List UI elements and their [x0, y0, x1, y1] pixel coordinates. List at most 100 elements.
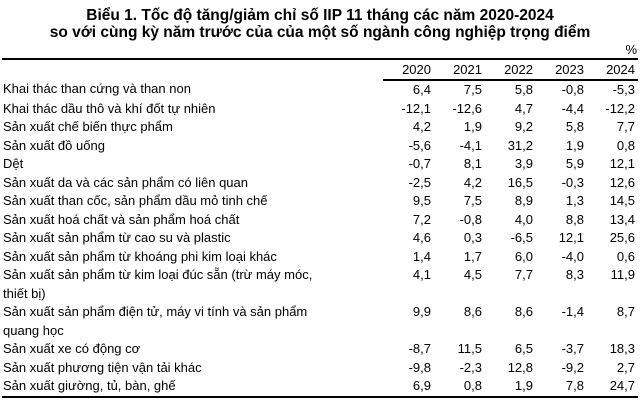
- cell-2024: 25,6: [609, 230, 635, 245]
- cell-2020: -8,7: [408, 341, 431, 356]
- table-row: Sản xuất sản phẩm từ cao su và plastic 4,…: [2, 229, 638, 248]
- table-row: Sản xuất chế biến thực phẩm 4,2 1,9 9,2 5,8 7…: [2, 118, 638, 137]
- cell-2022: 9,2: [514, 119, 533, 134]
- cell-2021: -0,8: [459, 211, 482, 227]
- cell-2024: 8,7: [616, 304, 635, 319]
- row-label: Sản xuất sản phẩm từ kim loại đúc sẵn (t…: [3, 267, 313, 301]
- cell-2022: 4,0: [514, 211, 533, 227]
- unit-label: %: [625, 42, 637, 57]
- cell-2023: 12,1: [558, 230, 584, 245]
- cell-2021: 1,9: [463, 119, 482, 134]
- cell-2020: 4,1: [412, 267, 431, 282]
- cell-2023: 1,3: [565, 193, 584, 208]
- row-label: Khai thác dầu thô và khí đốt tự nhiên: [3, 100, 216, 116]
- cell-2024: 11,9: [610, 267, 635, 282]
- cell-2021: -12,6: [452, 100, 482, 116]
- cell-2023: -9,2: [561, 359, 584, 375]
- cell-2023: -4,0: [561, 248, 584, 264]
- cell-2020: 4,6: [412, 230, 431, 245]
- cell-2021: 7,5: [463, 82, 482, 97]
- table-row: Sản xuất hoá chất và sản phẩm hoá chất 7,…: [2, 211, 638, 230]
- table-row: Sản xuất sản phẩm từ kim loại đúc sẵn (t…: [2, 266, 638, 303]
- row-label: Sản xuất phương tiện vận tải khác: [3, 359, 202, 375]
- row-label: Sản xuất đồ uống: [3, 137, 105, 153]
- cell-2020: 9,5: [412, 193, 431, 208]
- row-label: Sản xuất chế biến thực phẩm: [3, 119, 173, 134]
- cell-2023: 7,8: [565, 378, 584, 393]
- report-page: Biểu 1. Tốc độ tăng/giảm chỉ số IIP 11 t…: [0, 0, 640, 398]
- cell-2024: 0,8: [616, 137, 635, 153]
- table-row: Dệt -0,7 8,1 3,9 5,9 12,1: [2, 155, 638, 174]
- row-label: Sản xuất da và các sản phẩm có liên quan: [3, 174, 248, 190]
- header-year-2020: 2020: [383, 59, 434, 81]
- row-label: Sản xuất hoá chất và sản phẩm hoá chất: [3, 211, 240, 227]
- cell-2021: 0,3: [463, 230, 482, 245]
- cell-2020: -12,1: [401, 100, 431, 116]
- cell-2020: -5,6: [408, 137, 431, 153]
- row-label: Sản xuất xe có động cơ: [3, 341, 141, 356]
- cell-2022: 8,6: [514, 304, 533, 319]
- cell-2024: 18,3: [609, 341, 635, 356]
- cell-2023: 1,9: [565, 137, 584, 153]
- cell-2023: -1,4: [561, 304, 584, 319]
- cell-2021: -4,1: [459, 137, 482, 153]
- header-year-2024: 2024: [587, 59, 638, 81]
- title-line-2: so với cùng kỳ năm trước của của một số …: [49, 23, 591, 41]
- cell-2020: -0,7: [408, 156, 431, 171]
- cell-2024: 2,7: [616, 359, 635, 375]
- header-year-2022: 2022: [485, 59, 536, 81]
- title-line-1: Biểu 1. Tốc độ tăng/giảm chỉ số IIP 11 t…: [86, 7, 554, 24]
- table-row: Sản xuất da và các sản phẩm có liên quan…: [2, 174, 638, 193]
- table-row: Sản xuất phương tiện vận tải khác -9,8 -2,…: [2, 359, 638, 378]
- table-row: Sản xuất sản phẩm từ khoáng phi kim loại…: [2, 248, 638, 267]
- cell-2020: 6,9: [412, 378, 431, 393]
- cell-2024: 14,5: [609, 193, 635, 208]
- cell-2021: 11,5: [457, 341, 482, 356]
- cell-2024: 0,6: [616, 248, 635, 264]
- table-row: Sản xuất sản phẩm điện tử, máy vi tính v…: [2, 303, 638, 340]
- row-label: Sản xuất than cốc, sản phẩm dầu mỏ tinh …: [3, 193, 268, 208]
- cell-2021: 7,5: [463, 193, 482, 208]
- table-row: Khai thác dầu thô và khí đốt tự nhiên -12…: [2, 100, 638, 119]
- cell-2022: 1,9: [514, 378, 533, 393]
- cell-2024: 12,6: [609, 174, 635, 190]
- cell-2020: 9,9: [412, 304, 431, 319]
- cell-2023: -0,8: [561, 82, 584, 97]
- cell-2020: -2,5: [408, 174, 431, 190]
- cell-2023: -4,4: [561, 100, 584, 116]
- cell-2023: 8,8: [565, 211, 584, 227]
- cell-2020: 1,4: [412, 248, 431, 264]
- cell-2024: 24,7: [609, 378, 635, 393]
- row-label: Dệt: [3, 156, 24, 171]
- cell-2022: 5,8: [514, 82, 533, 97]
- cell-2020: -9,8: [408, 359, 431, 375]
- cell-2024: 13,4: [609, 211, 635, 227]
- cell-2022: 16,5: [507, 174, 533, 190]
- row-label: Sản xuất sản phẩm điện tử, máy vi tính v…: [3, 304, 308, 338]
- table-title: Biểu 1. Tốc độ tăng/giảm chỉ số IIP 11 t…: [0, 0, 640, 41]
- row-label: Khai thác than cứng và than non: [3, 81, 191, 96]
- table-header-row: 2020 2021 2022 2023 2024: [2, 59, 638, 81]
- row-label: Sản xuất sản phẩm từ khoáng phi kim loại…: [3, 248, 277, 264]
- cell-2020: 6,4: [412, 82, 431, 97]
- cell-2023: -3,7: [561, 341, 584, 356]
- row-label: Sản xuất sản phẩm từ cao su và plastic: [3, 230, 231, 245]
- cell-2022: -6,5: [510, 230, 533, 245]
- cell-2021: 4,2: [463, 174, 482, 190]
- cell-2021: -2,3: [459, 359, 482, 375]
- cell-2022: 31,2: [507, 137, 533, 153]
- cell-2022: 7,7: [514, 267, 533, 282]
- cell-2023: 8,3: [565, 267, 584, 282]
- table-row: Khai thác than cứng và than non 6,4 7,5 5,8…: [2, 80, 638, 100]
- cell-2022: 4,7: [514, 100, 533, 116]
- cell-2024: 12,1: [609, 156, 635, 171]
- table-row: Sản xuất đồ uống -5,6 -4,1 31,2 1,9 0,8: [2, 137, 638, 156]
- cell-2024: -5,3: [612, 82, 635, 97]
- iip-data-table: 2020 2021 2022 2023 2024 Khai thác than …: [2, 58, 638, 398]
- cell-2021: 1,7: [463, 248, 482, 264]
- cell-2022: 6,5: [514, 341, 533, 356]
- header-year-2021: 2021: [434, 59, 485, 81]
- cell-2024: 7,7: [616, 119, 635, 134]
- cell-2021: 0,8: [463, 378, 482, 393]
- cell-2020: 4,2: [412, 119, 431, 134]
